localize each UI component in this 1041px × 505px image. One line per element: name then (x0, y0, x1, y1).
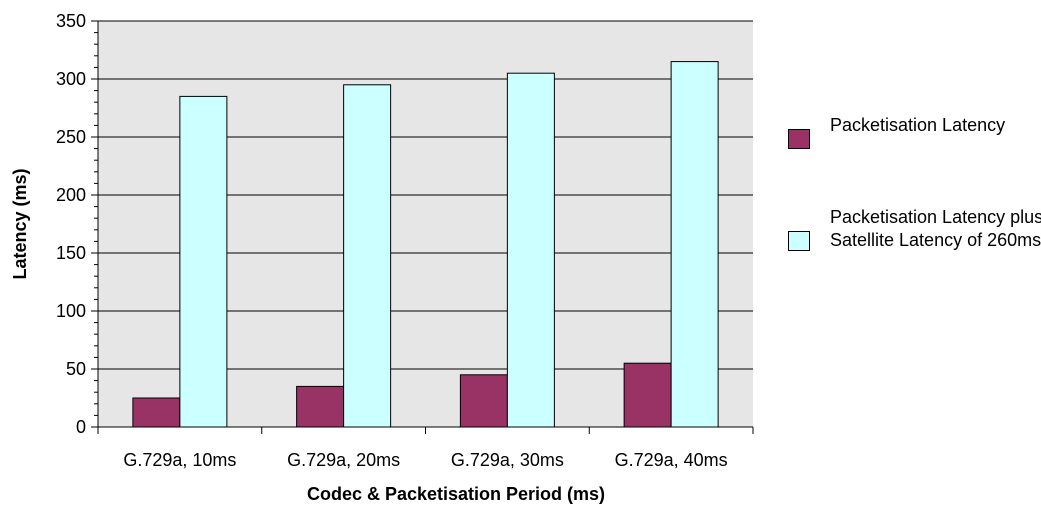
legend-swatch (788, 231, 810, 251)
bar-satellite-latency (179, 95, 228, 428)
legend: Packetisation Latency Packetisation Late… (788, 0, 1041, 505)
bar-satellite-latency (506, 72, 555, 428)
legend-item-satellite-latency: Packetisation Latency plus Satellite Lat… (788, 206, 1041, 252)
legend-item-packetisation-latency: Packetisation Latency (788, 114, 1041, 149)
y-tick-label: 100 (56, 301, 86, 321)
y-tick-label: 150 (56, 243, 86, 263)
legend-swatch (788, 129, 810, 149)
bar-packetisation-latency (296, 385, 345, 428)
y-tick-label: 50 (66, 359, 86, 379)
bar-packetisation-latency (132, 397, 181, 428)
x-tick-label: G.729a, 40ms (615, 450, 728, 470)
bar-packetisation-latency (459, 374, 508, 428)
y-axis-title: Latency (ms) (10, 168, 30, 279)
bar-satellite-latency (670, 61, 719, 428)
bar-satellite-latency (343, 84, 392, 428)
tick-labels: 0 50 100 150 200 250 300 350 G.729a, 10ms G.729a,… (56, 11, 728, 470)
axes (91, 20, 754, 434)
x-axis-title: Codec & Packetisation Period (ms) (307, 484, 605, 504)
y-tick-label: 300 (56, 69, 86, 89)
y-tick-label: 200 (56, 185, 86, 205)
y-tick-label: 350 (56, 11, 86, 31)
y-tick-label: 0 (76, 417, 86, 437)
legend-label: Packetisation Latency (830, 115, 1006, 135)
y-tick-label: 250 (56, 127, 86, 147)
x-tick-label: G.729a, 30ms (451, 450, 564, 470)
bar-packetisation-latency (623, 362, 672, 428)
legend-label: Packetisation Latency plus Satellite Lat… (830, 207, 1041, 250)
x-tick-label: G.729a, 10ms (123, 450, 236, 470)
x-tick-label: G.729a, 20ms (287, 450, 400, 470)
